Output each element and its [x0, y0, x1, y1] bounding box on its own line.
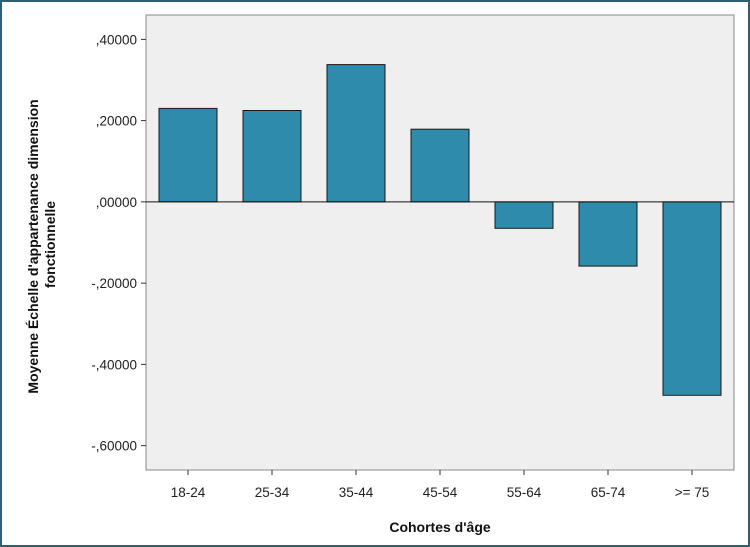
bar->= 75 [662, 201, 722, 396]
x-tick-label: 65-74 [591, 485, 626, 500]
y-tick-label: -,40000 [91, 357, 137, 372]
bar-65-74 [578, 201, 638, 267]
bar-18-24 [158, 107, 218, 203]
y-axis-title: Moyenne Échelle d'appartenance dimension… [25, 95, 58, 393]
y-axis: ,40000 ,20000 ,00000 -,20000 -,40000 -,60000 [91, 32, 146, 454]
x-axis: 18-24 25-34 35-44 45-54 55-64 65-74 >= 75 [171, 470, 710, 500]
y-tick-label: ,20000 [96, 114, 137, 129]
y-tick-label: -,60000 [91, 439, 137, 454]
x-tick-label: >= 75 [675, 485, 710, 500]
x-tick-label: 45-54 [423, 485, 458, 500]
y-axis-title-line-2: fonctionnelle [42, 201, 58, 288]
y-axis-title-line-1: Moyenne Échelle d'appartenance dimension [25, 99, 41, 393]
bar-25-34 [242, 110, 302, 203]
x-tick-label: 35-44 [339, 485, 374, 500]
bars-group [158, 64, 722, 396]
x-tick-label: 18-24 [171, 485, 206, 500]
y-tick-label: -,20000 [91, 276, 137, 291]
bar-55-64 [494, 201, 554, 229]
plot-area [145, 14, 735, 471]
y-tick-label: ,00000 [96, 195, 137, 210]
x-tick-label: 55-64 [507, 485, 542, 500]
x-axis-title: Cohortes d'âge [389, 519, 491, 535]
bar-35-44 [326, 64, 386, 203]
y-tick-label: ,40000 [96, 32, 137, 47]
bar-45-54 [410, 128, 470, 203]
x-tick-label: 25-34 [255, 485, 290, 500]
